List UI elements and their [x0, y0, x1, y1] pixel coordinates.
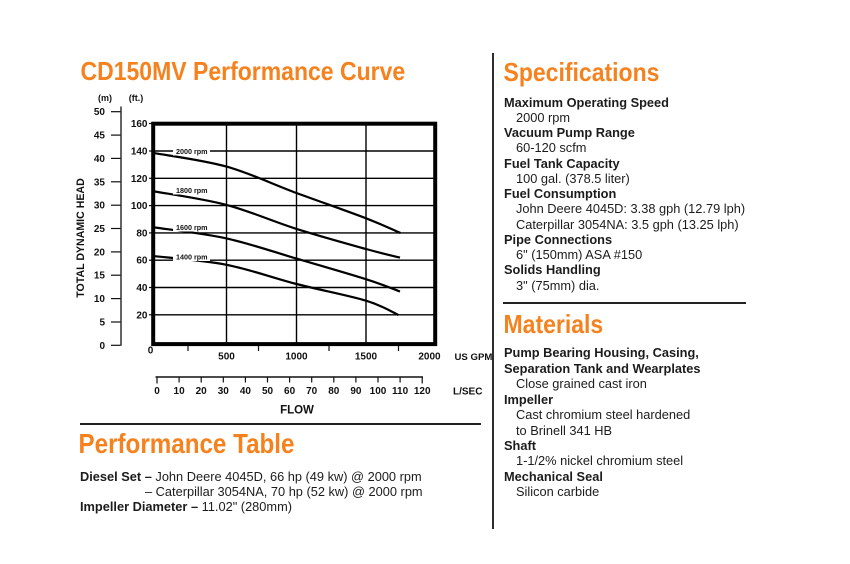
svg-text:L/SEC: L/SEC	[453, 387, 482, 398]
svg-text:20: 20	[94, 247, 106, 258]
svg-text:120: 120	[414, 386, 431, 397]
svg-text:40: 40	[94, 154, 106, 165]
svg-text:1600 rpm: 1600 rpm	[176, 223, 208, 232]
svg-text:160: 160	[131, 119, 148, 130]
svg-text:0: 0	[154, 386, 160, 397]
svg-text:1000: 1000	[285, 352, 308, 363]
svg-text:15: 15	[94, 271, 106, 282]
svg-text:(m): (m)	[98, 93, 112, 103]
svg-text:0: 0	[148, 346, 154, 357]
svg-text:40: 40	[240, 386, 252, 397]
svg-text:20: 20	[196, 386, 208, 397]
svg-text:80: 80	[136, 228, 148, 239]
svg-text:1800 rpm: 1800 rpm	[176, 186, 208, 195]
svg-text:120: 120	[131, 174, 148, 185]
svg-text:90: 90	[350, 386, 362, 397]
svg-text:45: 45	[94, 131, 106, 142]
svg-text:140: 140	[131, 147, 148, 158]
svg-text:1500: 1500	[355, 352, 378, 363]
svg-text:30: 30	[218, 386, 230, 397]
svg-text:US GPM: US GPM	[455, 352, 493, 363]
svg-text:5: 5	[99, 318, 105, 329]
svg-text:FLOW: FLOW	[280, 405, 314, 417]
svg-text:10: 10	[174, 386, 186, 397]
svg-text:35: 35	[94, 177, 106, 188]
svg-text:80: 80	[328, 386, 340, 397]
svg-text:50: 50	[262, 386, 274, 397]
svg-text:110: 110	[392, 386, 409, 397]
svg-text:30: 30	[94, 201, 106, 212]
svg-text:500: 500	[218, 352, 235, 363]
svg-text:100: 100	[370, 386, 387, 397]
svg-text:40: 40	[136, 283, 148, 294]
svg-text:70: 70	[306, 386, 318, 397]
svg-text:(ft.): (ft.)	[129, 93, 144, 103]
svg-text:60: 60	[136, 256, 148, 267]
svg-text:20: 20	[136, 310, 148, 321]
svg-text:TOTAL DYNAMIC HEAD: TOTAL DYNAMIC HEAD	[75, 178, 87, 298]
svg-text:10: 10	[94, 294, 106, 305]
svg-text:60: 60	[284, 386, 296, 397]
svg-text:0: 0	[99, 341, 105, 352]
svg-text:2000 rpm: 2000 rpm	[176, 147, 208, 156]
svg-text:25: 25	[94, 224, 106, 235]
svg-text:100: 100	[131, 201, 148, 212]
svg-text:2000: 2000	[418, 352, 441, 363]
svg-text:1400 rpm: 1400 rpm	[176, 253, 208, 262]
svg-text:50: 50	[94, 107, 106, 118]
